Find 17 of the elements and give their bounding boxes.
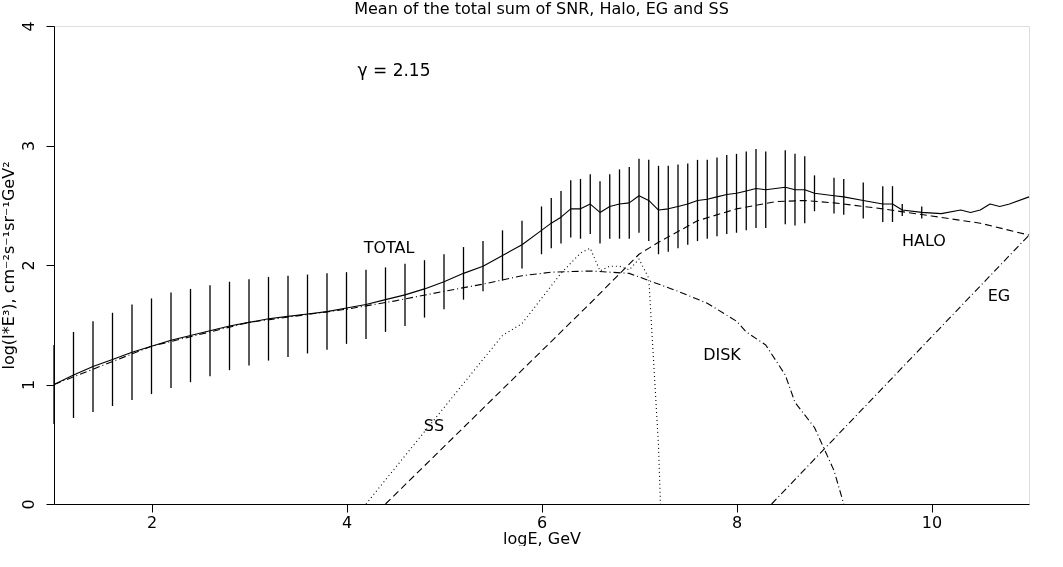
y-tick-label: 3	[18, 140, 38, 152]
series-label: DISK	[703, 345, 742, 364]
text: TOTAL	[362, 238, 415, 257]
y-tick-label: 1	[18, 379, 38, 391]
y-tick-label: 4	[18, 21, 38, 32]
y-tick-label: 0	[18, 499, 38, 510]
series-label: HALO	[902, 231, 946, 250]
series-label: EG	[987, 286, 1011, 305]
y-axis-title: log(I*E³), cm⁻²s⁻¹sr⁻¹GeV²	[0, 161, 18, 370]
x-tick-label: 2	[146, 512, 158, 532]
y-tick-label: 2	[18, 260, 38, 271]
series-label: SS	[423, 416, 445, 435]
chart-title: Mean of the total sum of SNR, Halo, EG and SS	[354, 0, 729, 18]
x-tick-label: 4	[341, 512, 353, 532]
annotation: γ = 2.15	[357, 60, 431, 80]
x-tick-label: 8	[731, 512, 743, 532]
x-tick-label: 10	[921, 512, 943, 532]
